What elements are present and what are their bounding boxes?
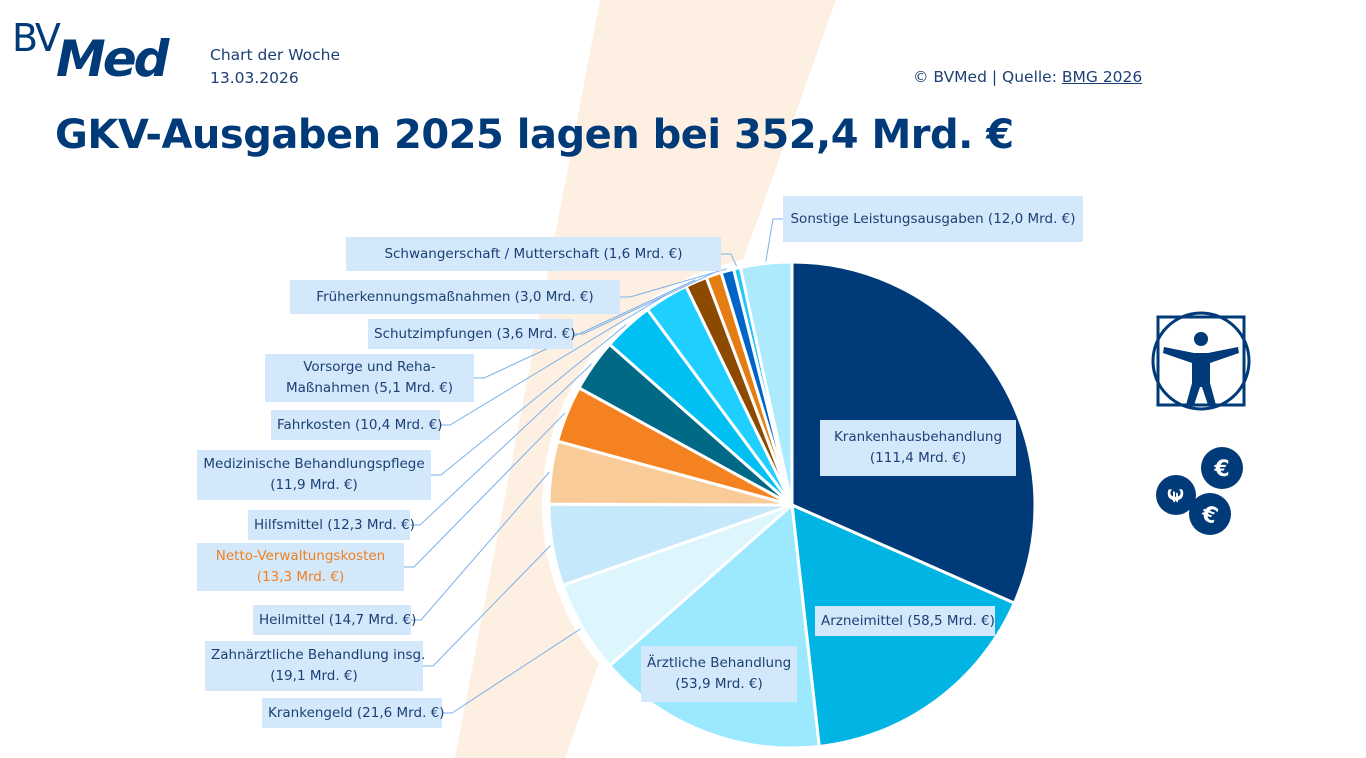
slice-label-value: (53,9 Mrd. €) — [675, 676, 763, 692]
slice-label-text: Schwangerschaft / Mutterschaft (1,6 Mrd.… — [384, 245, 683, 262]
leader-line-9 — [431, 324, 627, 476]
slice-label-text: Früherkennungsmaßnahmen (3,0 Mrd. €) — [316, 288, 594, 305]
leader-line-11 — [474, 279, 696, 379]
slice-label-text: Heilmittel (14,7 Mrd. €) — [259, 611, 417, 628]
slice-label-text: Zahnärztliche Behandlung insg. — [211, 647, 426, 663]
slice-label-8: Hilfsmittel (12,3 Mrd. €) — [248, 510, 415, 540]
pie-slice-15 — [738, 260, 794, 507]
leader-line-4 — [442, 628, 581, 714]
leader-line-15 — [765, 218, 783, 262]
slice-label-11: Vorsorge und Reha- Maßnahmen (5,1 Mrd. €) — [265, 354, 474, 402]
slice-label-value: (19,1 Mrd. €) — [270, 668, 358, 684]
slice-label-text: Krankenhausbehandlung — [833, 429, 1003, 445]
slice-label-text: Arzneimittel (58,5 Mrd. €) — [821, 612, 995, 629]
chart-of-week-label: Chart der Woche — [210, 46, 340, 64]
slice-label-text: Medizinische Behandlungspflege — [203, 456, 425, 472]
slice-label-4: Krankengeld (21,6 Mrd. €) — [262, 698, 445, 728]
slice-label-1: Krankenhausbehandlung (111,4 Mrd. €) — [820, 420, 1016, 476]
vitruvian-man-icon — [1151, 311, 1251, 411]
slice-label-2: Arzneimittel (58,5 Mrd. €) — [815, 606, 995, 636]
slice-label-value: (13,3 Mrd. €) — [256, 569, 345, 585]
chart-of-week-header: Chart der Woche 13.03.2026 — [210, 44, 340, 90]
svg-text:€: € — [1213, 457, 1229, 482]
slice-label-text: Krankengeld (21,6 Mrd. €) — [268, 704, 445, 721]
leader-line-13 — [620, 268, 727, 298]
slice-label-value: (111,4 Mrd. €) — [869, 450, 967, 466]
logo-med-text: Med — [56, 30, 169, 88]
leader-line-14 — [721, 253, 738, 267]
chart-title: GKV-Ausgaben 2025 lagen bei 352,4 Mrd. € — [55, 112, 1014, 158]
bvmed-logo: BV Med — [12, 18, 192, 88]
leader-line-8 — [410, 363, 592, 526]
slice-label-6: Heilmittel (14,7 Mrd. €) — [253, 605, 417, 635]
logo-bv-text: BV — [12, 16, 61, 60]
slice-label-15: Sonstige Leistungsausgaben (12,0 Mrd. €) — [783, 196, 1083, 242]
leader-line-5 — [423, 545, 551, 667]
slice-label-value: (11,9 Mrd. €) — [270, 477, 358, 493]
slice-label-text: Sonstige Leistungsausgaben (12,0 Mrd. €) — [790, 210, 1076, 227]
leader-line-7 — [404, 412, 566, 568]
slice-label-text: Netto-Verwaltungskosten — [215, 548, 386, 564]
source-credit: © BVMed | Quelle: BMG 2026 — [913, 68, 1142, 86]
leader-line-6 — [411, 471, 550, 621]
slice-label-3: Ärztliche Behandlung (53,9 Mrd. €) — [641, 646, 797, 702]
leader-lines — [404, 218, 783, 714]
publication-date: 13.03.2026 — [210, 69, 299, 87]
slice-label-text: Ärztliche Behandlung — [647, 655, 792, 671]
slice-label-9: Medizinische Behandlungspflege (11,9 Mrd.… — [197, 450, 431, 500]
svg-text:€: € — [1164, 488, 1188, 503]
euro-coins-icon: € € € — [1156, 447, 1243, 535]
slice-label-text: Vorsorge und Reha- — [303, 359, 436, 375]
source-link[interactable]: BMG 2026 — [1061, 68, 1143, 86]
slice-label-13: Früherkennungsmaßnahmen (3,0 Mrd. €) — [290, 280, 620, 314]
slice-label-14: Schwangerschaft / Mutterschaft (1,6 Mrd.… — [346, 237, 721, 271]
slice-label-value: Maßnahmen (5,1 Mrd. €) — [285, 380, 454, 396]
slice-label-text: Schutzimpfungen (3,6 Mrd. €) — [374, 325, 576, 342]
slice-label-7: Netto-Verwaltungskosten (13,3 Mrd. €) — [197, 543, 404, 591]
leader-line-12 — [573, 272, 714, 335]
slice-label-text: Hilfsmittel (12,3 Mrd. €) — [254, 516, 415, 533]
slice-label-10: Fahrkosten (10,4 Mrd. €) — [271, 410, 443, 440]
svg-text:€: € — [1197, 501, 1221, 530]
slice-label-12: Schutzimpfungen (3,6 Mrd. €) — [368, 319, 576, 349]
credit-prefix: © BVMed | Quelle: — [913, 68, 1062, 86]
slice-label-text: Fahrkosten (10,4 Mrd. €) — [277, 416, 443, 433]
pie-slices — [547, 260, 1037, 750]
leader-line-10 — [440, 294, 666, 426]
slice-label-5: Zahnärztliche Behandlung insg. (19,1 Mrd.… — [205, 641, 426, 691]
